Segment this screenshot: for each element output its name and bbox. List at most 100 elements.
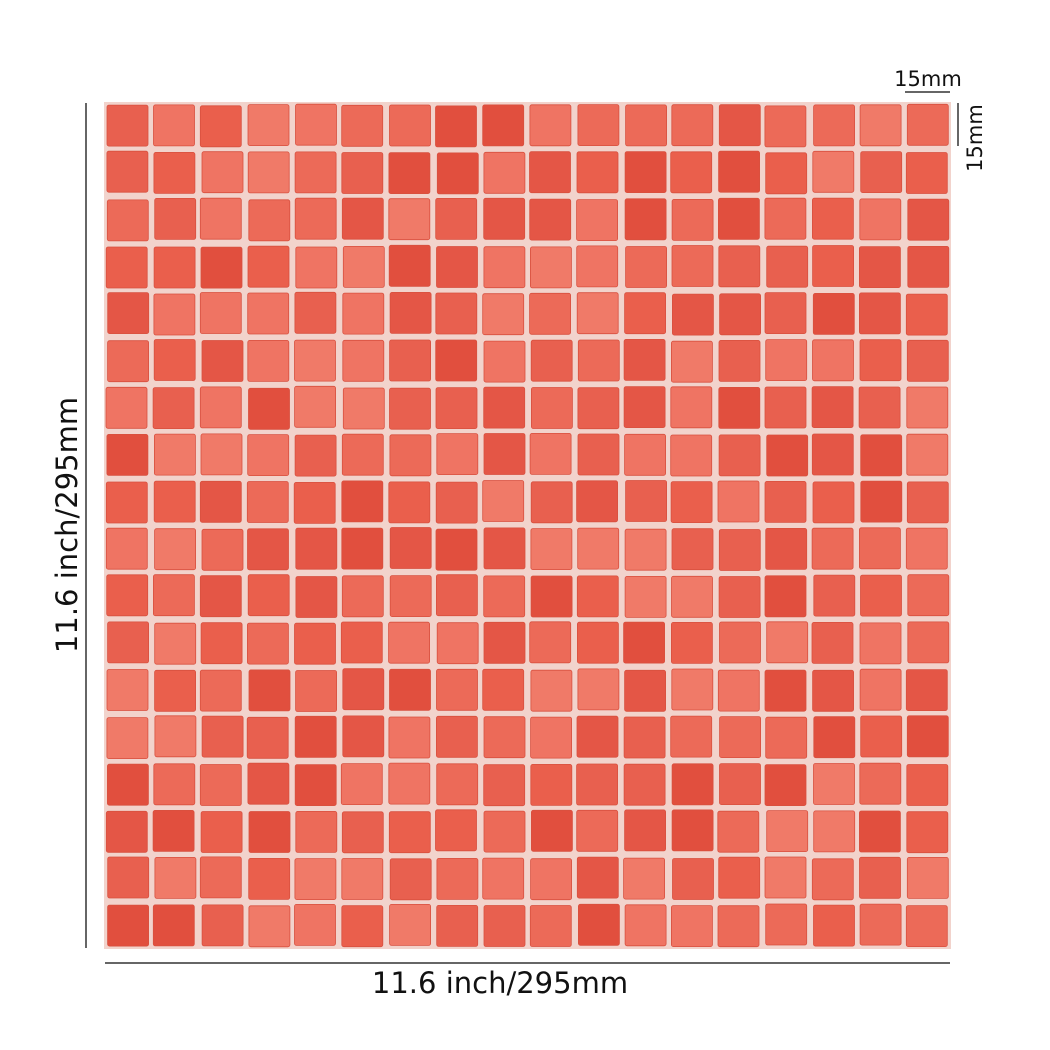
tile	[530, 716, 572, 759]
tile	[389, 104, 431, 147]
tile	[247, 151, 290, 194]
tile	[436, 763, 479, 806]
tile	[812, 481, 855, 524]
tile	[248, 199, 291, 242]
tile	[531, 387, 573, 429]
tile	[530, 339, 573, 382]
tile	[435, 292, 478, 335]
tile	[294, 385, 337, 428]
tile	[389, 527, 432, 569]
tile	[859, 622, 902, 665]
tile	[530, 858, 572, 901]
tile	[154, 715, 197, 758]
tile	[859, 339, 902, 382]
tile	[859, 810, 901, 853]
tile	[200, 622, 243, 665]
tile	[482, 857, 525, 900]
tile	[764, 105, 807, 148]
tile	[764, 386, 807, 429]
tile	[577, 621, 619, 664]
tile	[860, 574, 902, 617]
tile	[717, 905, 760, 948]
tile	[389, 339, 432, 382]
tile	[483, 716, 526, 759]
tile	[199, 575, 242, 618]
tile	[623, 621, 665, 664]
tile	[813, 763, 855, 805]
tile	[907, 198, 950, 241]
tile	[341, 858, 384, 900]
tile	[294, 291, 337, 334]
tile	[671, 340, 713, 383]
tile	[199, 856, 242, 899]
tile-sheet	[105, 103, 950, 948]
tile	[671, 575, 713, 618]
sheet-height-label: 11.6 inch/295mm	[50, 397, 84, 653]
tile	[248, 858, 291, 900]
tile	[106, 104, 149, 147]
tile	[483, 764, 526, 807]
tile	[294, 858, 337, 900]
tile	[389, 434, 432, 477]
tile	[624, 809, 666, 852]
tile	[388, 811, 431, 854]
tile	[106, 574, 149, 617]
tile	[106, 150, 149, 193]
tile	[435, 197, 478, 240]
tile	[812, 339, 854, 382]
tile	[295, 246, 338, 289]
tile	[483, 575, 526, 618]
tile	[342, 339, 385, 382]
tile	[153, 433, 196, 476]
tile	[718, 245, 761, 288]
tile	[247, 245, 290, 288]
tile	[389, 291, 432, 334]
tile	[576, 151, 619, 194]
tile	[671, 622, 713, 664]
tile	[341, 433, 384, 476]
tile	[341, 480, 384, 523]
tile	[388, 621, 431, 664]
tile	[624, 528, 667, 571]
tile	[717, 669, 760, 712]
tile	[482, 480, 525, 522]
tile	[482, 293, 525, 336]
tile-width-label: 15mm	[894, 67, 962, 91]
tile	[483, 197, 526, 240]
tile	[764, 856, 807, 899]
tile	[905, 527, 948, 570]
tile	[247, 574, 290, 617]
tile	[107, 621, 149, 664]
tile	[105, 481, 148, 524]
tile	[201, 528, 244, 571]
tile	[859, 292, 901, 335]
tile	[389, 904, 432, 946]
tile	[154, 197, 197, 240]
tile	[766, 810, 809, 852]
tile	[576, 856, 619, 899]
tile	[153, 339, 196, 381]
tile	[105, 386, 148, 429]
tile	[294, 715, 337, 758]
tile	[530, 481, 573, 524]
tile	[435, 574, 478, 617]
tile	[906, 857, 949, 899]
tile	[294, 197, 337, 240]
tile	[530, 528, 573, 570]
tile	[294, 339, 336, 382]
tile	[766, 245, 809, 288]
tile	[577, 387, 620, 430]
tile	[389, 668, 431, 711]
tile	[671, 809, 714, 852]
tile	[576, 715, 619, 758]
tile	[340, 621, 383, 664]
tile	[907, 621, 950, 664]
tile	[859, 856, 901, 899]
tile	[718, 339, 761, 382]
tile	[717, 810, 760, 853]
tile	[859, 104, 902, 147]
tile	[200, 246, 243, 289]
tile	[106, 199, 149, 242]
tile	[294, 764, 337, 806]
